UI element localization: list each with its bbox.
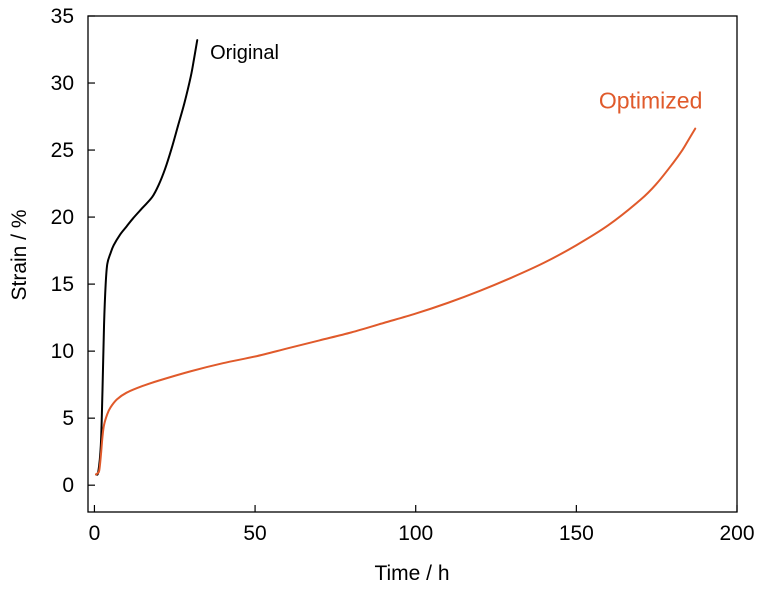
y-tick-label: 10 [51,340,74,363]
y-tick-label: 5 [62,407,74,430]
series-layer [95,39,697,476]
x-tick-label: 100 [398,522,433,545]
y-tick-label: 15 [51,273,74,296]
x-tick-label: 200 [719,522,754,545]
y-tick-label: 0 [62,474,74,497]
x-tick-label: 0 [89,522,101,545]
series-line-optimized [95,127,697,476]
y-tick-label: 30 [51,72,74,95]
annotation-layer: Original Optimized [210,42,702,114]
x-axis-title: Time / h [374,562,449,585]
plot-frame [87,15,738,513]
x-tick-label: 50 [243,522,266,545]
y-tick-label: 35 [51,5,74,28]
series-line-original [95,39,199,476]
y-tick-label: 25 [51,139,74,162]
y-tick-label: 20 [51,206,74,229]
y-axis-title: Strain / % [8,209,31,300]
y-axis-ticks: 0 5 10 15 20 25 30 35 [51,5,95,497]
series-label-optimized: Optimized [599,87,703,113]
x-tick-label: 150 [559,522,594,545]
series-label-original: Original [210,42,279,64]
x-axis-ticks: 0 50 100 150 200 [89,505,755,545]
